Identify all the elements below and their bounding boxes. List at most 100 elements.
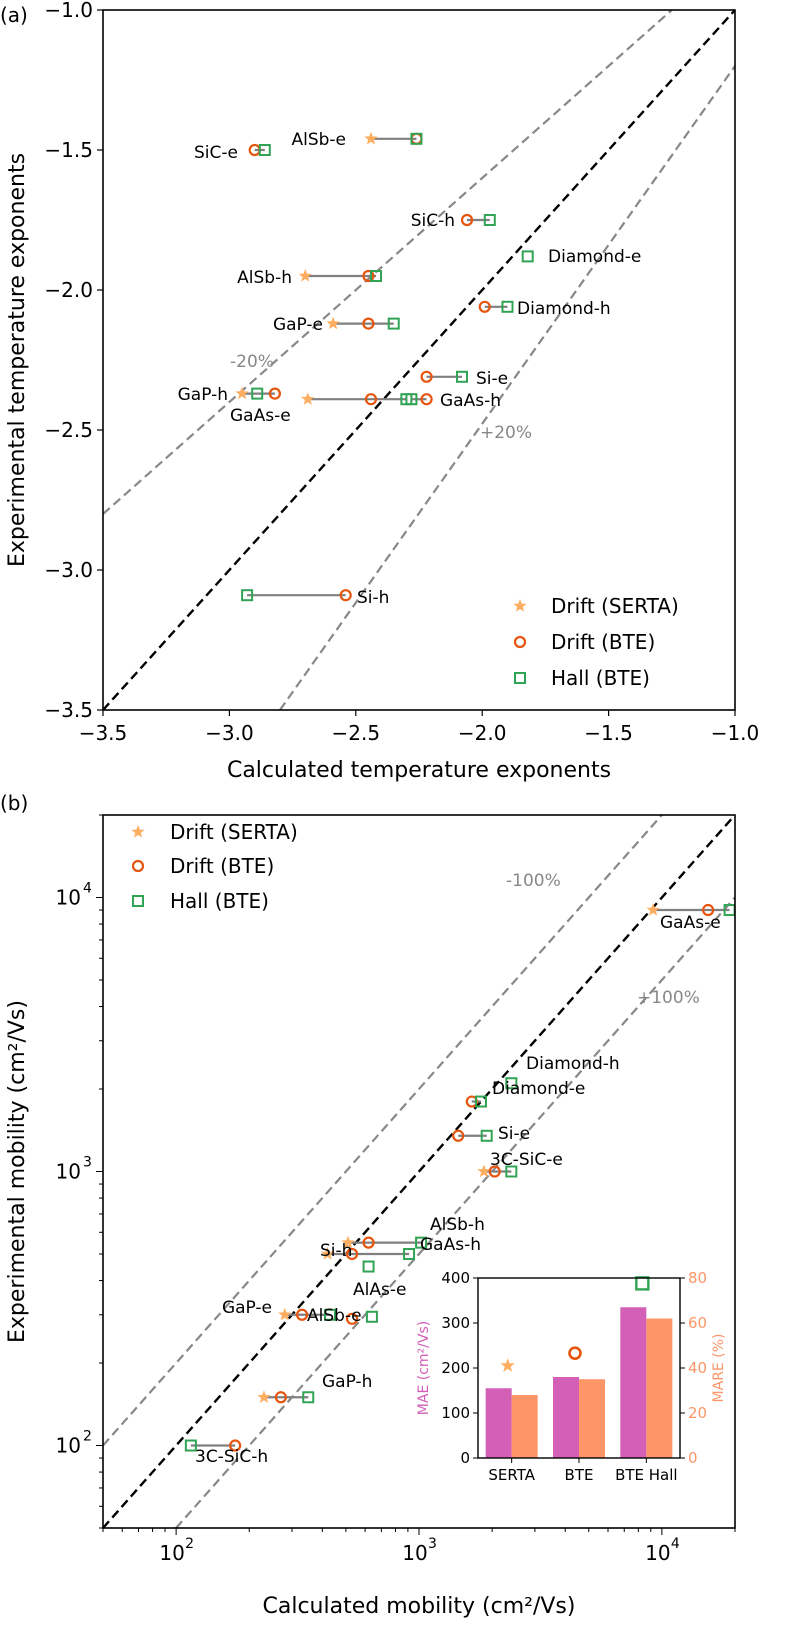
panel-a: −3.5 −3.0 −2.5 −2.0 −1.5 −1.0 −3.5 −3.0 −2.5 −2.0… bbox=[0, 0, 759, 783]
legend-marker-hall-bte bbox=[132, 895, 144, 907]
inset-left-axis-label: MAE (cm²/Vs) bbox=[416, 1321, 432, 1415]
point-label: Diamond-e bbox=[492, 1079, 585, 1099]
point-drift-bte bbox=[345, 1247, 359, 1261]
y-tick-label: −3.0 bbox=[44, 558, 93, 582]
point-drift-bte bbox=[339, 589, 352, 602]
mare-bar bbox=[511, 1395, 538, 1458]
legend-label: Hall (BTE) bbox=[170, 889, 269, 913]
x-tick-label: −2.0 bbox=[458, 721, 507, 745]
plus20-label: +20% bbox=[480, 423, 532, 443]
point-hall-bte bbox=[370, 270, 383, 282]
legend-label: Drift (SERTA) bbox=[551, 594, 679, 618]
x-tick-exponent: 2 bbox=[185, 1536, 194, 1552]
point-label: GaAs-h bbox=[420, 1235, 481, 1255]
mae-bar bbox=[553, 1377, 579, 1458]
plus100-label: +100% bbox=[637, 988, 700, 1008]
point-drift-bte bbox=[460, 213, 474, 227]
plot-area bbox=[103, 10, 735, 710]
point-drift-serta bbox=[257, 1390, 271, 1403]
legend-marker-drift-bte bbox=[131, 859, 145, 873]
point-label: GaP-e bbox=[273, 315, 323, 335]
point-drift-bte bbox=[274, 1391, 287, 1404]
point-hall-bte bbox=[505, 1077, 518, 1090]
x-axis-label: Calculated temperature exponents bbox=[227, 758, 611, 783]
point-drift-serta bbox=[298, 269, 312, 282]
minus20-label: -20% bbox=[230, 352, 274, 372]
inset-right-axis-label: MARE (%) bbox=[711, 1334, 727, 1403]
point-drift-bte bbox=[478, 300, 491, 313]
legend-marker-hall-bte bbox=[514, 672, 526, 684]
x-tick-label: −1.0 bbox=[711, 721, 760, 745]
point-label: Si-h bbox=[320, 1241, 352, 1261]
point-hall-bte bbox=[505, 1165, 518, 1178]
point-hall-bte bbox=[410, 132, 423, 145]
point-label: GaAs-h bbox=[440, 391, 501, 411]
legend-label: Drift (SERTA) bbox=[170, 820, 298, 844]
inset-left-tick-label: 100 bbox=[441, 1404, 470, 1422]
point-drift-serta bbox=[477, 1164, 491, 1178]
inset-marker-circle bbox=[568, 1346, 582, 1360]
x-tick-label: −2.5 bbox=[332, 721, 381, 745]
point-drift-bte bbox=[702, 903, 715, 917]
point-drift-serta bbox=[646, 903, 660, 916]
inset-marker-star bbox=[500, 1358, 515, 1372]
x-tick-exponent: 4 bbox=[671, 1536, 680, 1552]
point-label: AlSb-e bbox=[307, 1306, 362, 1326]
point-label: SiC-e bbox=[194, 143, 238, 163]
point-drift-bte bbox=[364, 393, 378, 406]
point-hall-bte bbox=[241, 589, 254, 602]
y-tick-label: −2.0 bbox=[44, 278, 93, 302]
x-tick-exponent: 3 bbox=[428, 1536, 437, 1552]
inset-x-tick-label: BTE bbox=[565, 1466, 594, 1484]
point-drift-bte bbox=[420, 370, 433, 383]
point-label: GaP-e bbox=[222, 1298, 272, 1318]
y-tick-label: 10 bbox=[56, 1160, 81, 1184]
minus100-line bbox=[103, 815, 663, 1447]
point-hall-bte bbox=[415, 1236, 428, 1249]
y-tick-label: 10 bbox=[56, 1434, 81, 1458]
point-label: Diamond-e bbox=[548, 247, 641, 267]
x-tick-label: −1.5 bbox=[584, 721, 633, 745]
plus100-line bbox=[175, 896, 735, 1528]
x-tick-label: −3.5 bbox=[79, 721, 128, 745]
inset-left-tick-label: 200 bbox=[441, 1359, 470, 1377]
mare-bar bbox=[579, 1379, 605, 1458]
y-tick-exponent: 3 bbox=[83, 1155, 92, 1171]
inset-left-tick-label: 300 bbox=[441, 1314, 470, 1332]
x-tick-label: 10 bbox=[402, 1541, 427, 1565]
point-drift-serta bbox=[320, 1246, 335, 1260]
point-drift-serta bbox=[278, 1307, 292, 1321]
point-drift-bte bbox=[295, 1308, 309, 1321]
y-tick-label: −3.5 bbox=[44, 698, 93, 722]
inset-right-tick-label: 0 bbox=[688, 1449, 698, 1467]
point-label: 3C-SiC-e bbox=[490, 1150, 563, 1170]
minus100-label: -100% bbox=[506, 871, 561, 891]
point-label: GaP-h bbox=[178, 385, 228, 405]
point-label: Diamond-h bbox=[526, 1054, 620, 1074]
point-hall-bte bbox=[365, 1310, 378, 1323]
mae-bar bbox=[485, 1388, 512, 1458]
x-tick-label: 10 bbox=[645, 1541, 670, 1565]
legend-marker-drift-serta bbox=[513, 599, 527, 612]
point-label: Si-e bbox=[476, 369, 508, 389]
panel-label: (a) bbox=[0, 3, 28, 27]
point-label: AlSb-h bbox=[430, 1215, 485, 1235]
point-hall-bte bbox=[362, 1260, 375, 1273]
point-drift-bte bbox=[362, 269, 375, 283]
point-drift-serta bbox=[364, 131, 378, 145]
legend-label: Hall (BTE) bbox=[551, 666, 650, 690]
y-tick-label: −2.5 bbox=[44, 418, 93, 442]
point-drift-bte bbox=[345, 1312, 359, 1325]
point-label: GaAs-e bbox=[230, 406, 291, 426]
point-hall-bte bbox=[480, 1129, 493, 1142]
x-axis-label: Calculated mobility (cm²/Vs) bbox=[263, 1594, 576, 1619]
point-drift-serta bbox=[341, 1235, 355, 1249]
legend-label: Drift (BTE) bbox=[551, 630, 655, 654]
point-drift-serta bbox=[301, 392, 315, 405]
identity-line bbox=[103, 815, 735, 1528]
inset-left-tick-label: 0 bbox=[460, 1449, 470, 1467]
point-hall-bte bbox=[184, 1439, 197, 1452]
inset-right-tick-label: 20 bbox=[688, 1404, 707, 1422]
panel-b-inset: SERTA BTE BTE Hall 0 100 200 300 400 0 20 40 60 80 MA… bbox=[416, 1269, 727, 1484]
